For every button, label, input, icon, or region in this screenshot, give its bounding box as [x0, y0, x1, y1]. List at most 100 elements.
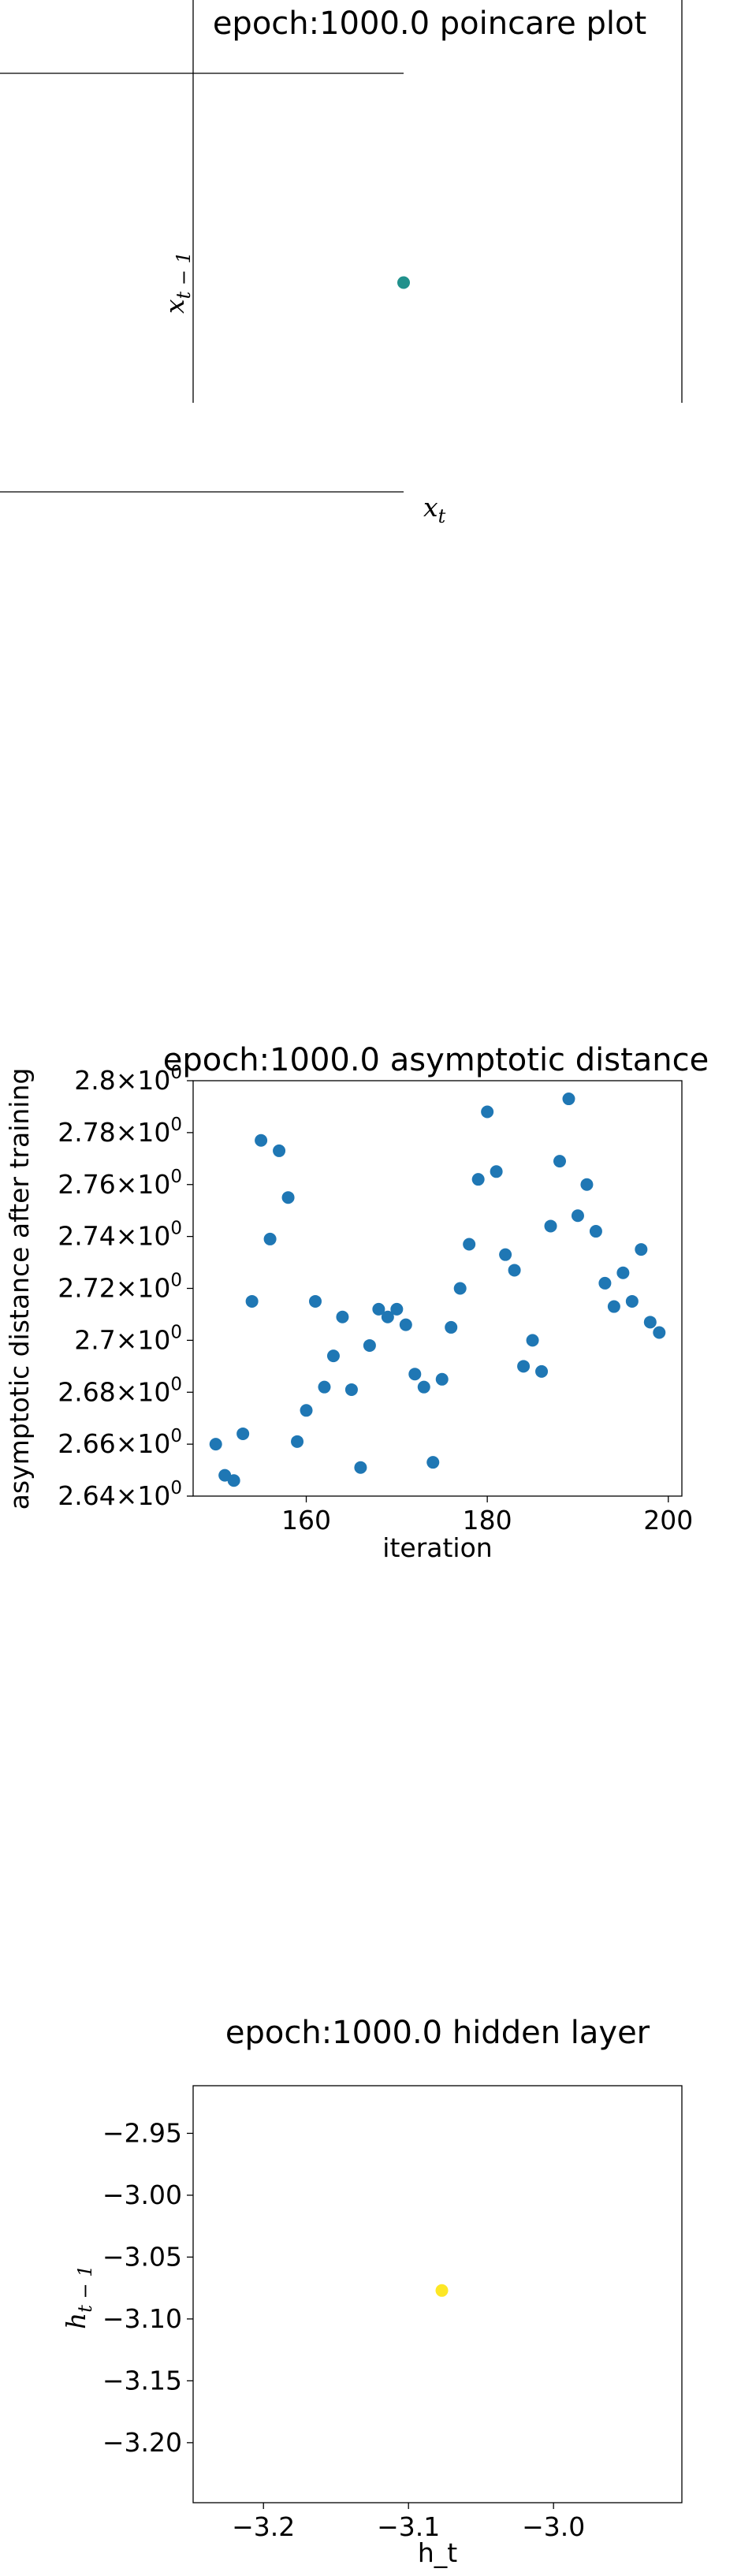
x-tick-label: 200	[643, 1505, 693, 1536]
data-point	[209, 1438, 222, 1451]
asymptotic-distance-title: epoch:1000.0 asymptotic distance	[163, 1042, 709, 1078]
y-tick-label: 2.74×100	[58, 1219, 182, 1252]
hidden-layer-plot: epoch:1000.0 hidden layer −2.95 −3.00 −3.0…	[61, 2015, 683, 2568]
data-point	[426, 1456, 440, 1469]
asymptotic-distance-plot: epoch:1000.0 asymptotic distance 2.64×10…	[4, 1042, 709, 1563]
x-tick-label: 160	[281, 1505, 331, 1536]
data-point	[471, 1173, 485, 1186]
hidden-layer-axes-frame	[192, 2085, 683, 2503]
poincare-y-axis-label: xt − 1	[159, 251, 195, 314]
poincare-y-label-sub: t − 1	[173, 251, 195, 299]
hidden-layer-y-ticks: −2.95 −3.00 −3.05 −3.10 −3.15 −3.20	[102, 2117, 193, 2458]
data-point	[607, 1300, 620, 1313]
data-point	[463, 1238, 476, 1251]
y-tick-exponent: 0	[170, 1478, 182, 1498]
data-point	[562, 1093, 575, 1106]
hidden-layer-y-label-main: h	[61, 2313, 91, 2329]
y-tick-mantissa: 2.76	[58, 1169, 115, 1200]
hidden-layer-title: epoch:1000.0 hidden layer	[225, 2015, 650, 2051]
hidden-layer-x-label: h_t	[418, 2537, 457, 2568]
data-point	[453, 1282, 467, 1295]
data-point	[255, 1134, 268, 1147]
y-tick-times: ×	[116, 1065, 138, 1096]
y-tick-times: ×	[116, 1221, 138, 1252]
x-tick-label: −3.2	[232, 2511, 295, 2542]
data-point	[499, 1248, 512, 1261]
data-point	[544, 1219, 557, 1233]
y-tick-mantissa: 2.72	[58, 1273, 115, 1304]
asymptotic-distance-y-ticks: 2.64×1002.66×1002.68×1002.7×1002.72×1002…	[58, 1063, 193, 1511]
y-tick-label: −3.00	[102, 2180, 182, 2210]
y-tick-label: 2.78×100	[58, 1115, 182, 1148]
data-point	[381, 1310, 394, 1323]
x-tick-label: −3.1	[377, 2511, 440, 2542]
asymptotic-distance-x-ticks: 160 180 200	[281, 1496, 693, 1536]
data-point	[318, 1380, 331, 1394]
y-tick-label: 2.66×100	[58, 1426, 182, 1459]
y-tick-label: 2.8×100	[74, 1063, 182, 1096]
y-tick-base: 10	[137, 1480, 170, 1511]
y-tick-label: −3.10	[102, 2303, 182, 2334]
data-point	[635, 1243, 648, 1256]
data-point	[417, 1380, 430, 1394]
poincare-plot: epoch:1000.0 poincare plot xt xt − 1	[0, 0, 683, 527]
y-tick-base: 10	[137, 1169, 170, 1200]
asymptotic-distance-x-label: iteration	[382, 1532, 492, 1563]
data-point	[363, 1338, 376, 1352]
y-tick-mantissa: 2.66	[58, 1428, 115, 1459]
y-tick-base: 10	[137, 1065, 170, 1096]
hidden-layer-y-label-sub: t − 1	[74, 2265, 96, 2312]
poincare-x-label-sub: t	[438, 505, 446, 527]
data-point	[535, 1364, 549, 1378]
poincare-y-label-main: x	[159, 299, 190, 314]
y-tick-times: ×	[116, 1117, 138, 1148]
data-point	[236, 1427, 250, 1440]
data-point	[526, 1334, 539, 1347]
data-point	[490, 1165, 503, 1178]
hidden-layer-y-axis-label: ht − 1	[61, 2265, 96, 2329]
y-tick-times: ×	[116, 1428, 138, 1459]
y-tick-label: 2.7×100	[74, 1322, 182, 1355]
y-tick-times: ×	[116, 1376, 138, 1407]
data-point	[227, 1474, 240, 1487]
y-tick-exponent: 0	[170, 1063, 182, 1083]
data-point	[598, 1276, 612, 1290]
hidden-layer-x-ticks: −3.2 −3.1 −3.0	[232, 2503, 585, 2542]
y-tick-exponent: 0	[170, 1271, 182, 1291]
data-point	[326, 1349, 340, 1363]
asymptotic-distance-y-label: asymptotic distance after training	[4, 1068, 35, 1510]
data-point	[445, 1320, 458, 1334]
data-point	[589, 1225, 602, 1238]
y-tick-base: 10	[137, 1221, 170, 1252]
data-point	[481, 1105, 494, 1119]
y-tick-label: 2.72×100	[58, 1271, 182, 1304]
data-point	[517, 1360, 531, 1373]
y-tick-mantissa: 2.7	[74, 1324, 115, 1355]
y-tick-exponent: 0	[170, 1426, 182, 1446]
data-point	[616, 1266, 630, 1279]
y-tick-exponent: 0	[170, 1219, 182, 1239]
y-tick-label: 2.76×100	[58, 1167, 182, 1200]
data-point	[291, 1435, 304, 1448]
asymptotic-distance-points	[209, 1093, 666, 1487]
y-tick-mantissa: 2.68	[58, 1376, 115, 1407]
y-tick-exponent: 0	[170, 1115, 182, 1135]
data-point	[625, 1294, 639, 1308]
y-tick-label: −3.05	[102, 2241, 182, 2272]
data-point	[372, 1302, 385, 1316]
data-point	[281, 1191, 295, 1204]
data-point	[263, 1232, 277, 1245]
data-point	[653, 1326, 666, 1339]
y-tick-mantissa: 2.64	[58, 1480, 115, 1511]
y-tick-mantissa: 2.78	[58, 1117, 115, 1148]
data-point	[408, 1368, 422, 1381]
y-tick-base: 10	[137, 1428, 170, 1459]
y-tick-label: −3.15	[102, 2365, 182, 2395]
y-tick-exponent: 0	[170, 1167, 182, 1187]
data-point	[344, 1383, 358, 1396]
data-point	[508, 1264, 521, 1277]
data-point	[553, 1155, 566, 1168]
data-point	[643, 1316, 657, 1329]
data-point	[354, 1461, 367, 1474]
y-tick-label: −2.95	[102, 2117, 182, 2148]
